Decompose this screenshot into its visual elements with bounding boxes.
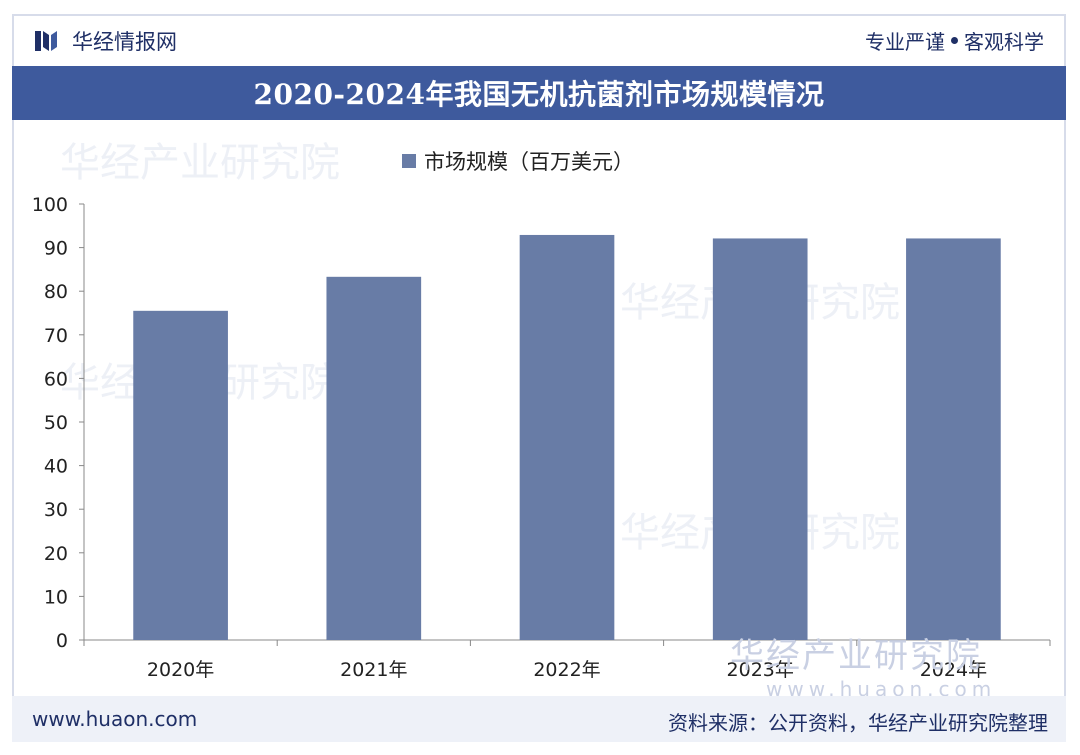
legend-label: 市场规模（百万美元） bbox=[424, 150, 634, 174]
top-bar: 华经情报网 专业严谨 客观科学 bbox=[12, 14, 1066, 66]
y-tick-label: 60 bbox=[44, 368, 68, 390]
slogan-right: 客观科学 bbox=[964, 30, 1044, 54]
bar-2020年 bbox=[133, 310, 228, 640]
y-axis: 0 10 20 30 40 50 60 70 80 90 100 bbox=[32, 194, 85, 652]
y-tick-label: 80 bbox=[44, 281, 68, 303]
y-tick-label: 70 bbox=[44, 325, 68, 347]
data-source: 资料来源：公开资料，华经产业研究院整理 bbox=[668, 711, 1048, 735]
slogan: 专业严谨 客观科学 bbox=[865, 26, 1044, 55]
bar-2022年 bbox=[519, 234, 615, 640]
brand-logo-icon bbox=[35, 31, 57, 51]
y-tick-label: 90 bbox=[44, 238, 68, 260]
brand-name: 华经情报网 bbox=[72, 30, 177, 54]
x-tick-label: 2023年 bbox=[727, 659, 794, 681]
y-tick-label: 100 bbox=[32, 194, 68, 216]
bottom-bar: www.huaon.com 资料来源：公开资料，华经产业研究院整理 bbox=[12, 696, 1066, 742]
y-tick-label: 20 bbox=[44, 543, 68, 565]
y-tick-label: 10 bbox=[44, 586, 68, 608]
y-tick-label: 40 bbox=[44, 456, 68, 478]
website-link[interactable]: www.huaon.com bbox=[32, 707, 198, 731]
x-tick-label: 2022年 bbox=[533, 659, 600, 681]
bar-2021年 bbox=[326, 276, 422, 640]
y-tick-label: 30 bbox=[44, 499, 68, 521]
legend: 市场规模（百万美元） bbox=[402, 150, 634, 174]
bars bbox=[133, 234, 1001, 640]
slogan-left: 专业严谨 bbox=[865, 30, 945, 54]
x-axis: 2020年 2021年 2022年 2023年 2024年 bbox=[83, 639, 1051, 681]
x-tick-label: 2021年 bbox=[340, 659, 407, 681]
x-tick-label: 2020年 bbox=[147, 659, 214, 681]
bar-2024年 bbox=[906, 238, 1001, 640]
chart-title: 2020-2024年我国无机抗菌剂市场规模情况 bbox=[12, 66, 1066, 120]
y-tick-label: 50 bbox=[44, 412, 68, 434]
x-tick-label: 2024年 bbox=[920, 659, 987, 681]
bullet-dot-icon bbox=[951, 37, 958, 44]
y-tick-label: 0 bbox=[56, 630, 68, 652]
bar-2023年 bbox=[712, 238, 808, 640]
legend-swatch bbox=[402, 154, 416, 168]
brand[interactable]: 华经情报网 bbox=[34, 26, 177, 56]
